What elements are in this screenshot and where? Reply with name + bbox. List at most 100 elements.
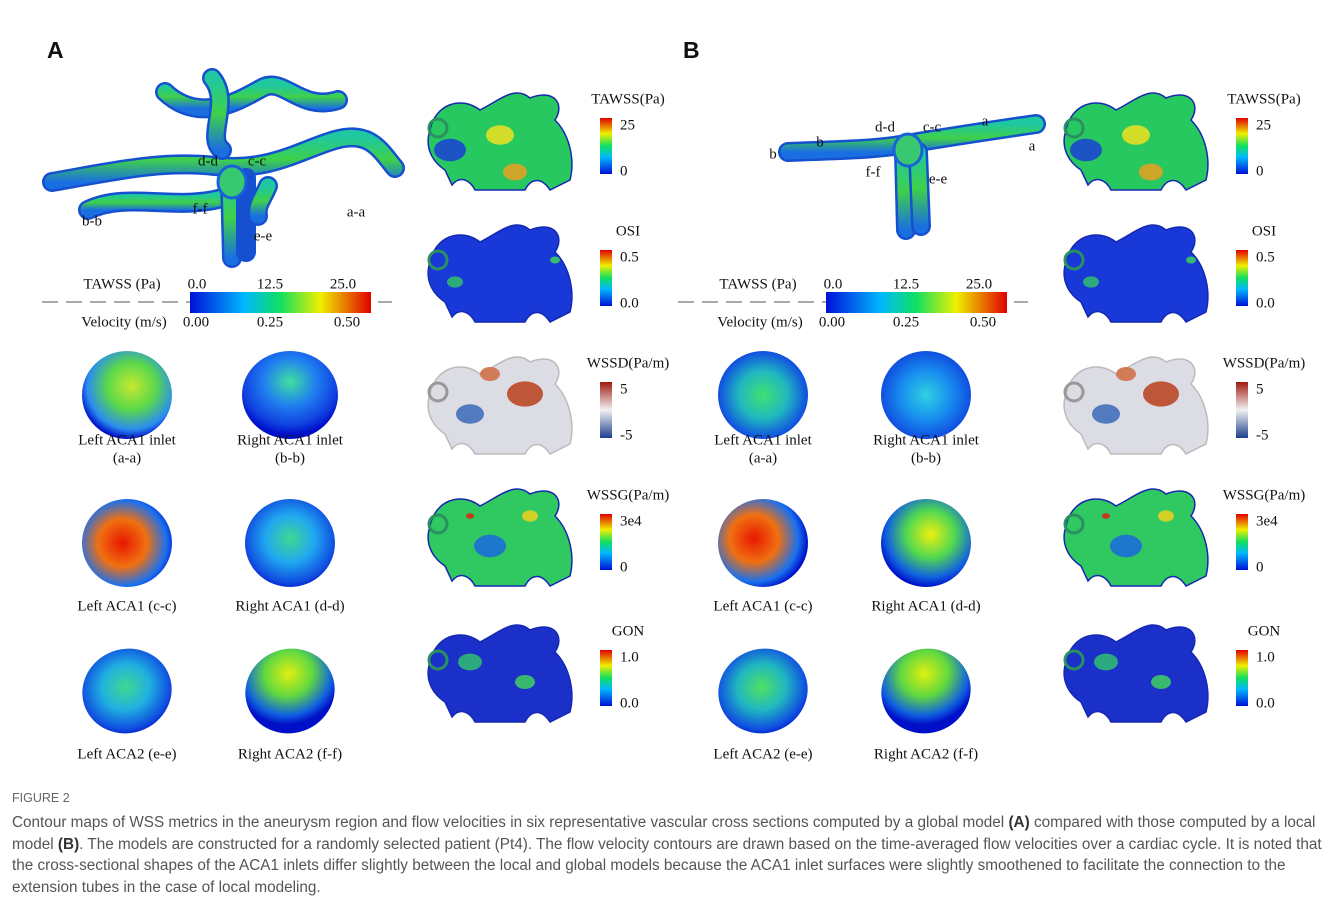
metric-min: 0.0 — [620, 295, 639, 311]
aneurysm-surface — [1064, 357, 1208, 454]
metric-title: GON — [1248, 623, 1281, 639]
colorbar — [190, 292, 371, 313]
section-label: b — [769, 146, 777, 162]
contour-spot — [1151, 675, 1171, 689]
metric-max: 1.0 — [620, 649, 639, 665]
vessel-model — [788, 124, 1036, 230]
aneurysm-surface — [1064, 625, 1208, 722]
tick-label: 0.0 — [188, 276, 207, 292]
section-label: e-e — [254, 228, 273, 244]
figure-page: Ad-dc-cb-ba-af-fe-eTAWSS (Pa)Velocity (m… — [0, 0, 1331, 923]
metric-colorbar — [600, 382, 612, 438]
metric-max: 0.5 — [620, 249, 639, 265]
caption-segment: . The models are constructed for a rando… — [12, 836, 1322, 896]
contour-spot — [434, 139, 466, 161]
metric-colorbar — [1236, 650, 1248, 706]
cross-section-caption: (a-a) — [749, 450, 777, 466]
figure-caption: Contour maps of WSS metrics in the aneur… — [12, 812, 1324, 898]
metric-title: TAWSS(Pa) — [1227, 91, 1300, 107]
cross-section-caption: Left ACA1 inlet — [78, 432, 176, 448]
contour-spot — [486, 125, 514, 145]
metric-max: 1.0 — [1256, 649, 1275, 665]
tick-label: 0.25 — [893, 314, 919, 330]
metric-colorbar — [1236, 382, 1248, 438]
metric-map — [428, 489, 572, 586]
section-label: e-e — [929, 171, 948, 187]
tick-label: 0.0 — [824, 276, 843, 292]
metric-min: 0.0 — [1256, 695, 1275, 711]
metric-map — [1064, 489, 1208, 586]
cross-section-caption: Right ACA1 (d-d) — [871, 598, 980, 614]
cross-section-caption: Right ACA2 (f-f) — [874, 746, 978, 762]
section-label: a — [1029, 138, 1036, 154]
cross-section-contour — [70, 636, 183, 746]
metric-min: 0 — [1256, 163, 1264, 179]
metric-min: -5 — [620, 427, 633, 443]
section-label: a — [982, 113, 989, 129]
metric-min: 0 — [620, 559, 628, 575]
metric-min: -5 — [1256, 427, 1269, 443]
contour-spot — [507, 381, 543, 406]
section-label: a-a — [347, 204, 366, 220]
contour-spot — [1158, 510, 1174, 521]
metric-map — [1064, 625, 1208, 722]
cross-section-contour — [881, 351, 971, 439]
metric-map — [428, 225, 572, 322]
metric-map — [1064, 357, 1208, 454]
vessel-model — [52, 78, 395, 258]
contour-spot — [447, 276, 463, 287]
caption-segment: Contour maps of WSS metrics in the aneur… — [12, 814, 1008, 831]
contour-spot — [1186, 257, 1196, 264]
tick-label: 0.50 — [334, 314, 360, 330]
panel-label: B — [683, 37, 700, 63]
colorbar-title: TAWSS (Pa) — [719, 276, 796, 292]
tick-label: 25.0 — [966, 276, 992, 292]
colorbar-title: Velocity (m/s) — [717, 314, 802, 330]
contour-spot — [1110, 535, 1142, 557]
vessel-tube — [212, 78, 222, 150]
contour-spot — [1122, 125, 1150, 145]
figure-label: FIGURE 2 — [12, 791, 70, 805]
metric-map — [1064, 93, 1208, 190]
cross-section-contour — [82, 351, 172, 439]
tick-label: 0.00 — [183, 314, 209, 330]
cross-section-caption: Left ACA2 (e-e) — [77, 746, 176, 762]
contour-spot — [1094, 654, 1118, 671]
metric-max: 0.5 — [1256, 249, 1275, 265]
section-label: c-c — [923, 119, 942, 135]
caption-segment: (A) — [1008, 814, 1029, 831]
metric-title: TAWSS(Pa) — [591, 91, 664, 107]
tick-label: 0.50 — [970, 314, 996, 330]
metric-colorbar — [1236, 514, 1248, 570]
cross-section-caption: Right ACA1 inlet — [237, 432, 344, 448]
contour-spot — [522, 510, 538, 521]
metric-map — [428, 93, 572, 190]
caption-segment: (B) — [58, 836, 79, 853]
metric-max: 5 — [620, 381, 628, 397]
cross-section-caption: Left ACA1 (c-c) — [77, 598, 176, 614]
tick-label: 0.00 — [819, 314, 845, 330]
cross-section-caption: Left ACA1 (c-c) — [713, 598, 812, 614]
metric-map — [428, 625, 572, 722]
section-label: c-c — [248, 153, 267, 169]
contour-spot — [466, 513, 474, 519]
panel-label: A — [47, 37, 64, 63]
vessel-tube — [918, 152, 921, 226]
metric-colorbar — [600, 118, 612, 174]
colorbar-title: Velocity (m/s) — [81, 314, 166, 330]
cross-section-caption: Right ACA2 (f-f) — [238, 746, 342, 762]
aneurysm — [894, 134, 922, 166]
contour-spot — [474, 535, 506, 557]
metric-title: WSSG(Pa/m) — [587, 487, 670, 503]
cross-section-caption: (a-a) — [113, 450, 141, 466]
section-label: f-f — [193, 201, 208, 217]
tick-label: 12.5 — [893, 276, 919, 292]
contour-spot — [1143, 381, 1179, 406]
contour-spot — [1092, 404, 1120, 424]
cross-section-caption: (b-b) — [911, 450, 941, 466]
contour-spot — [1139, 164, 1163, 181]
cross-section-contour — [869, 636, 982, 746]
aneurysm-surface — [428, 225, 572, 322]
metric-min: 0 — [620, 163, 628, 179]
